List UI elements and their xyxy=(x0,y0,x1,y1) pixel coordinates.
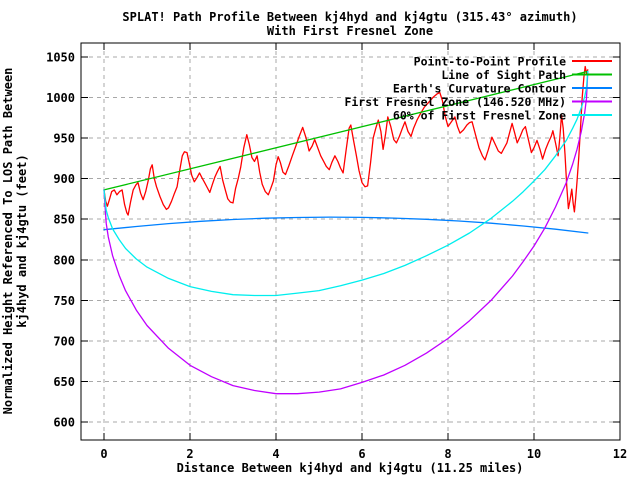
y-tick-label-800: 800 xyxy=(53,253,75,267)
tick-labels: 0 2 4 6 8 10 12 600 650 700 750 800 850 900 950 1000 105… xyxy=(46,50,627,461)
legend-label-earth-s-curvature-contour: Earth's Curvature Contour xyxy=(393,82,566,96)
y-tick-label-950: 950 xyxy=(53,132,75,146)
x-axis-label: Distance Between kj4hyd and kj4gtu (11.2… xyxy=(177,461,524,475)
series-line-point-to-point-profile xyxy=(103,65,589,216)
series-line-60-of-first-fresnel-zone xyxy=(103,70,589,297)
series-line-first-fresnel-zone-146-520-mhz xyxy=(103,70,589,395)
x-tick-label-4: 4 xyxy=(272,447,279,461)
y-axis-label-line1: Normalized Height Referenced To LOS Path… xyxy=(1,68,15,415)
plot-border-and-ticks xyxy=(80,42,621,441)
y-tick-label-600: 600 xyxy=(53,416,75,430)
legend-label-60-of-first-fresnel-zone: 60% of First Fresnel Zone xyxy=(393,109,566,123)
x-tick-label-6: 6 xyxy=(358,447,365,461)
gridlines xyxy=(81,43,621,440)
x-tick-label-8: 8 xyxy=(444,447,451,461)
y-axis-label-line2: kj4hyd and kj4gtu (feet) xyxy=(15,154,29,327)
y-tick-label-1050: 1050 xyxy=(46,50,75,64)
y-tick-label-750: 750 xyxy=(53,294,75,308)
x-tick-label-10: 10 xyxy=(527,447,541,461)
chart-subtitle: With First Fresnel Zone xyxy=(267,24,433,38)
legend-label-line-of-sight-path: Line of Sight Path xyxy=(441,68,566,82)
series-line-line-of-sight-path xyxy=(103,70,589,191)
y-tick-label-650: 650 xyxy=(53,375,75,389)
legend-label-first-fresnel-zone-146-520-mhz: First Fresnel Zone (146.520 MHz) xyxy=(344,95,566,109)
y-tick-label-1000: 1000 xyxy=(46,91,75,105)
series-line-earth-s-curvature-contour xyxy=(103,216,589,234)
y-tick-label-900: 900 xyxy=(53,172,75,186)
y-tick-label-850: 850 xyxy=(53,213,75,227)
legend-label-point-to-point-profile: Point-to-Point Profile xyxy=(414,55,566,69)
x-tick-label-0: 0 xyxy=(100,447,107,461)
data-series xyxy=(103,65,589,395)
x-tick-label-2: 2 xyxy=(186,447,193,461)
chart-title: SPLAT! Path Profile Between kj4hyd and k… xyxy=(122,10,577,24)
plot-border xyxy=(80,42,621,441)
x-tick-label-12: 12 xyxy=(613,447,627,461)
y-tick-label-700: 700 xyxy=(53,335,75,349)
